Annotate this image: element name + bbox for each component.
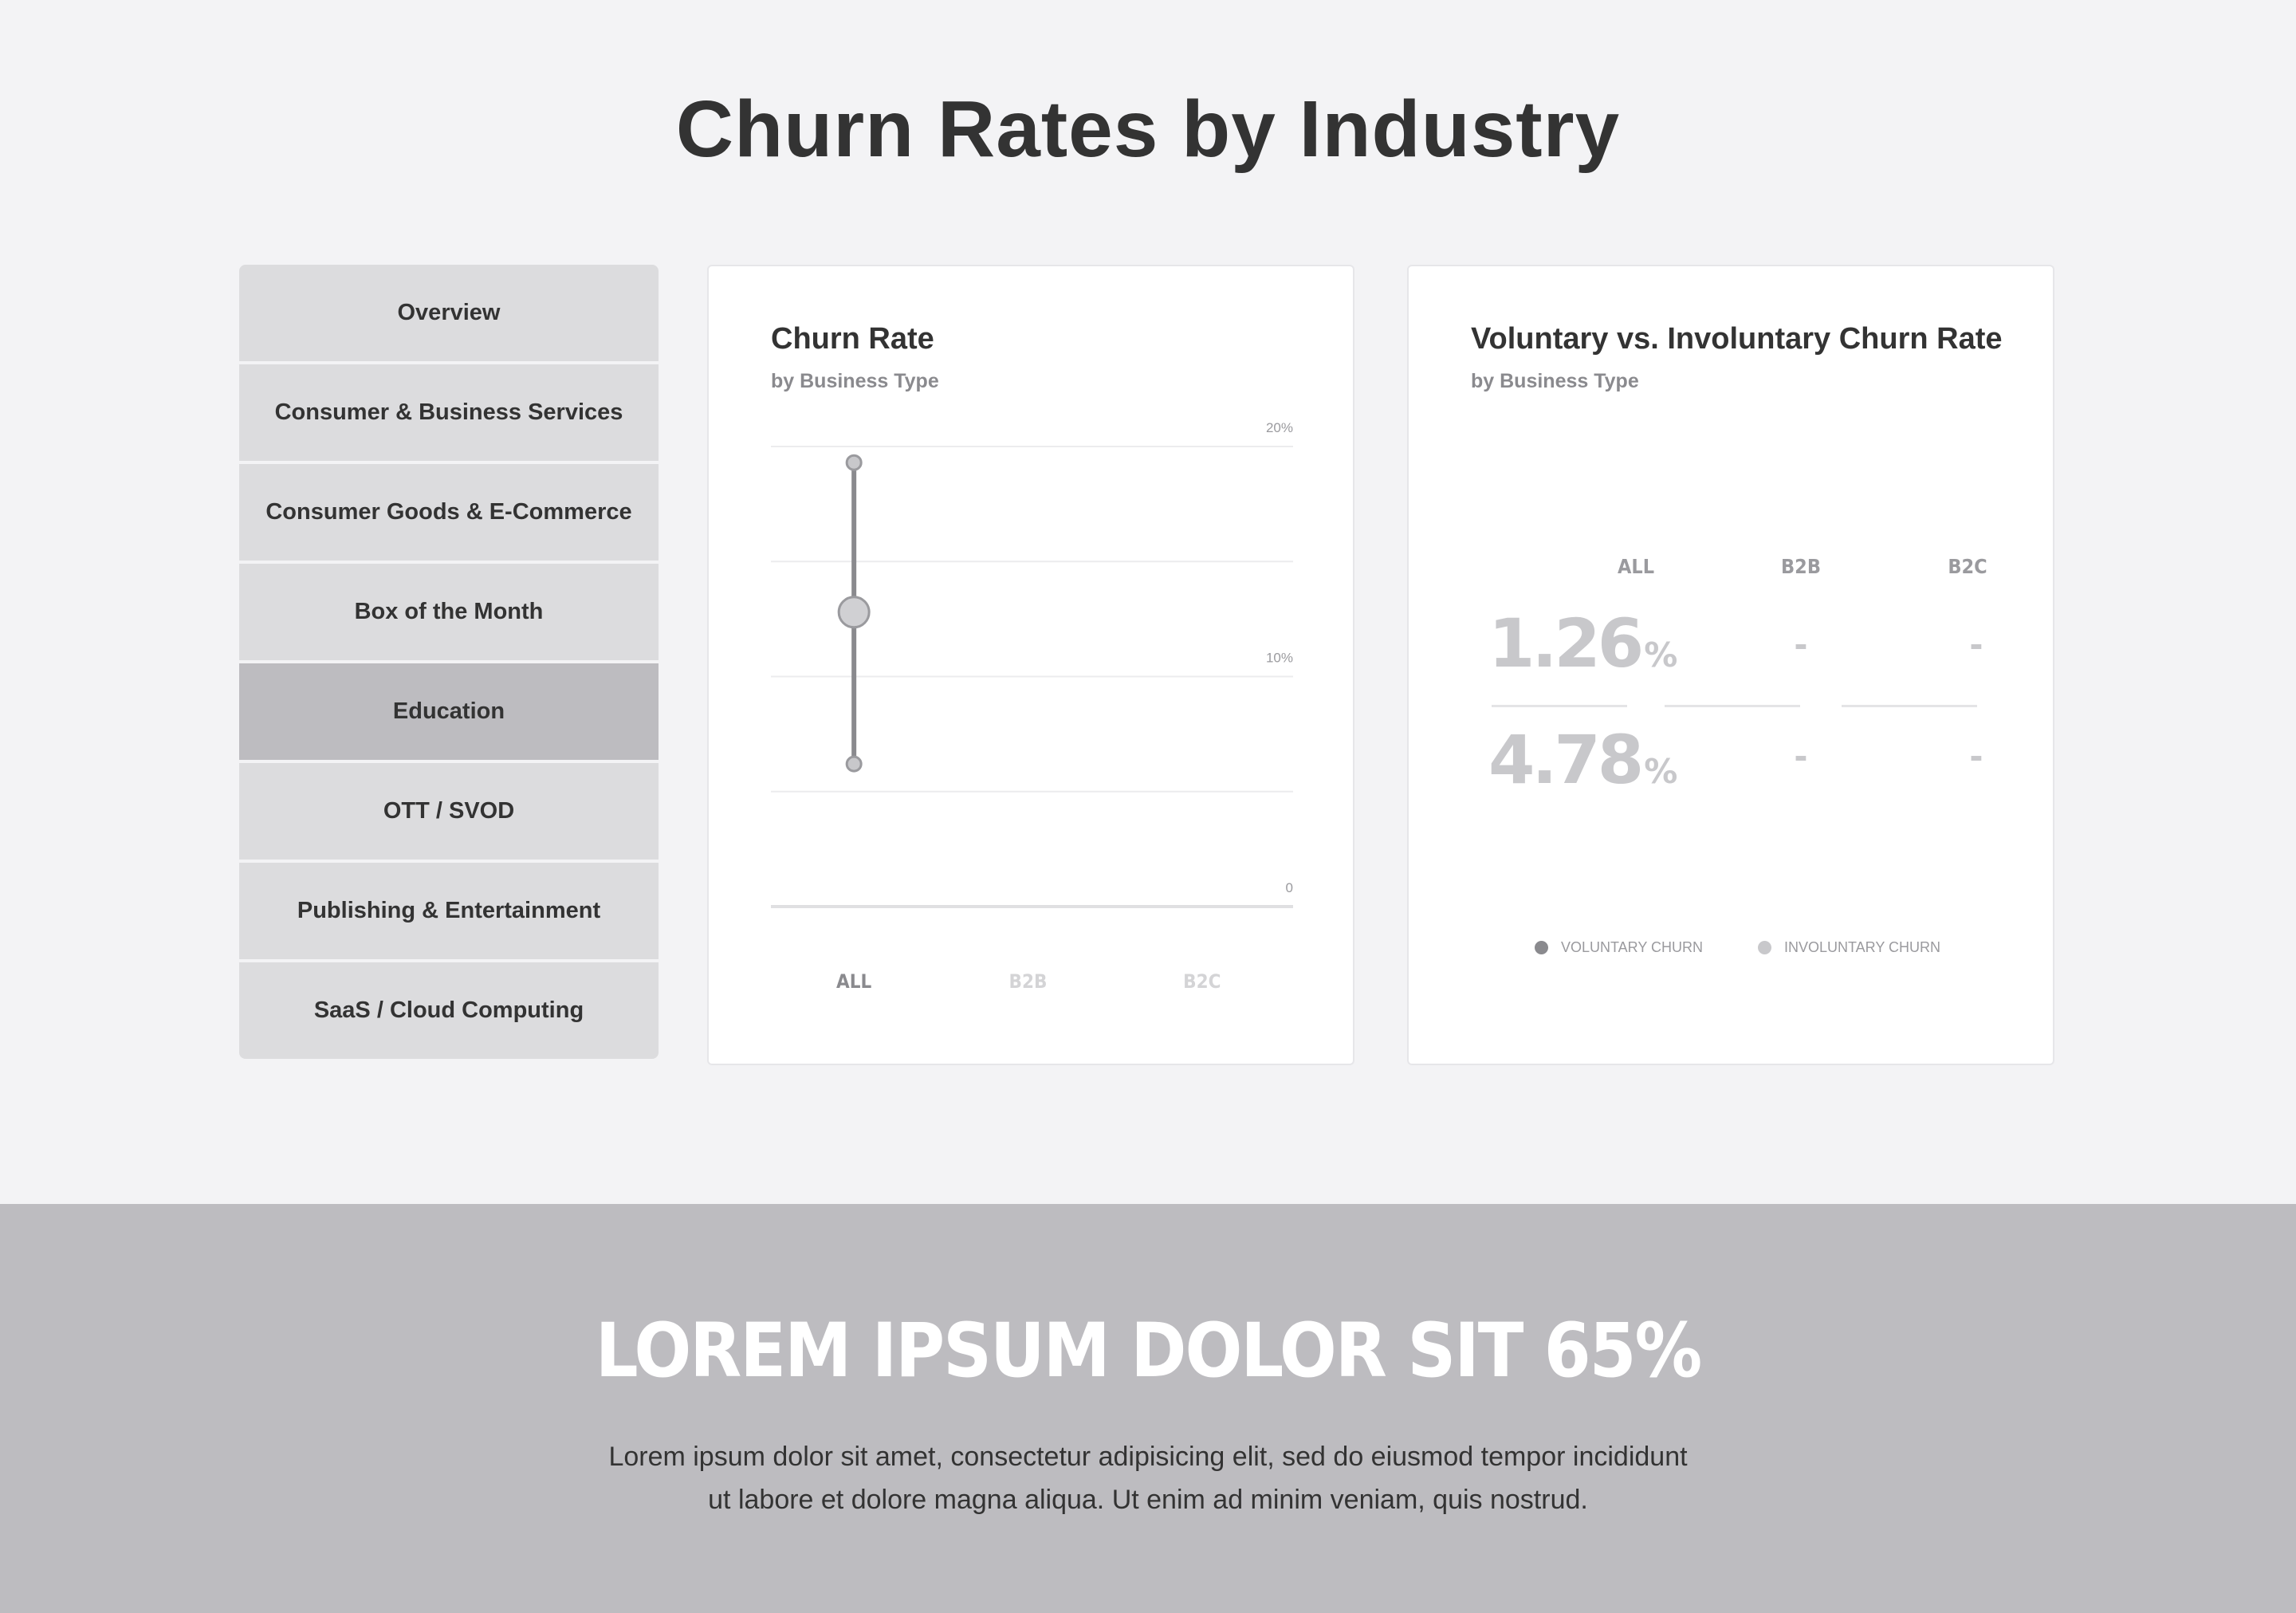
sidebar-item-label: Box of the Month <box>354 599 544 624</box>
x-tick-label: B2C <box>1183 970 1221 993</box>
churn-rate-card: Churn Rate by Business Type 20% 10% 0 ALL B2… <box>707 265 1354 1065</box>
y-tick-label: 20% <box>1266 420 1293 435</box>
involuntary-churn-all-number: 4.78 <box>1488 721 1644 799</box>
sidebar-item-label: Publishing & Entertainment <box>297 898 601 923</box>
churn-rate-subtitle: by Business Type <box>771 370 939 392</box>
row-divider <box>1492 705 1627 707</box>
promo-banner: LOREM IPSUM DOLOR SIT 65% Lorem ipsum do… <box>0 1204 2296 1613</box>
involuntary-churn-b2b-value: - <box>1794 733 1808 777</box>
sidebar-item-overview[interactable]: Overview <box>239 265 659 361</box>
churn-rate-chart: 20% 10% 0 ALL B2B B2C <box>771 420 1293 993</box>
voluntary-churn-b2c-value: - <box>1969 621 1983 666</box>
sidebar-item-label: OTT / SVOD <box>383 798 515 824</box>
column-header-b2b: B2B <box>1781 555 1821 578</box>
sidebar-item-saas-cloud[interactable]: SaaS / Cloud Computing <box>239 962 659 1059</box>
voluntary-churn-all-number: 1.26 <box>1488 604 1644 683</box>
sidebar-item-publishing-entertainment[interactable]: Publishing & Entertainment <box>239 863 659 959</box>
voluntary-churn-b2b-value: - <box>1794 621 1808 666</box>
column-header-all: ALL <box>1617 555 1655 578</box>
range-high-point <box>845 454 863 471</box>
voluntary-involuntary-subtitle: by Business Type <box>1471 370 1639 392</box>
banner-body-line-1: Lorem ipsum dolor sit amet, consectetur … <box>608 1442 1688 1472</box>
industry-sidebar: Overview Consumer & Business Services Co… <box>239 265 659 1059</box>
banner-title: LOREM IPSUM DOLOR SIT 65% <box>595 1308 1702 1395</box>
voluntary-dot-icon <box>1535 941 1548 954</box>
voluntary-involuntary-card: Voluntary vs. Involuntary Churn Rate by … <box>1407 265 2054 1065</box>
sidebar-item-education[interactable]: Education <box>239 663 659 760</box>
legend-involuntary-label: INVOLUNTARY CHURN <box>1784 939 1941 955</box>
row-divider <box>1665 705 1800 707</box>
legend-voluntary: VOLUNTARY CHURN <box>1535 939 1703 956</box>
sidebar-item-label: SaaS / Cloud Computing <box>313 997 584 1023</box>
y-tick-label: 0 <box>1286 880 1293 895</box>
sidebar-item-label: Education <box>392 698 505 724</box>
sidebar-item-label: Consumer Goods & E-Commerce <box>265 499 632 525</box>
x-tick-label: B2B <box>1009 970 1048 993</box>
voluntary-involuntary-title: Voluntary vs. Involuntary Churn Rate <box>1471 322 2003 356</box>
range-mid-point <box>837 596 871 629</box>
percent-sign: % <box>1644 752 1678 791</box>
sidebar-item-label: Overview <box>397 300 501 325</box>
involuntary-dot-icon <box>1758 941 1771 954</box>
legend-involuntary: INVOLUNTARY CHURN <box>1758 939 1940 956</box>
banner-body-line-2: ut labore et dolore magna aliqua. Ut eni… <box>708 1485 1588 1515</box>
page-title: Churn Rates by Industry <box>675 85 1621 174</box>
sidebar-item-box-of-the-month[interactable]: Box of the Month <box>239 564 659 660</box>
column-header-b2c: B2C <box>1948 555 1987 578</box>
involuntary-churn-all-value: 4.78% <box>1488 721 1677 799</box>
sidebar-item-label: Consumer & Business Services <box>274 399 623 425</box>
legend-voluntary-label: VOLUNTARY CHURN <box>1561 939 1704 955</box>
sidebar-item-consumer-business-services[interactable]: Consumer & Business Services <box>239 364 659 461</box>
percent-sign: % <box>1644 635 1678 675</box>
range-low-point <box>845 755 863 773</box>
churn-rate-title: Churn Rate <box>771 322 934 356</box>
involuntary-churn-b2c-value: - <box>1969 733 1983 777</box>
row-divider <box>1842 705 1977 707</box>
voluntary-churn-all-value: 1.26% <box>1488 604 1677 683</box>
y-tick-label: 10% <box>1266 651 1293 666</box>
sidebar-item-ott-svod[interactable]: OTT / SVOD <box>239 763 659 860</box>
x-tick-label: ALL <box>836 970 871 993</box>
sidebar-item-consumer-goods-ecommerce[interactable]: Consumer Goods & E-Commerce <box>239 464 659 561</box>
banner-body: Lorem ipsum dolor sit amet, consectetur … <box>510 1435 1786 1521</box>
